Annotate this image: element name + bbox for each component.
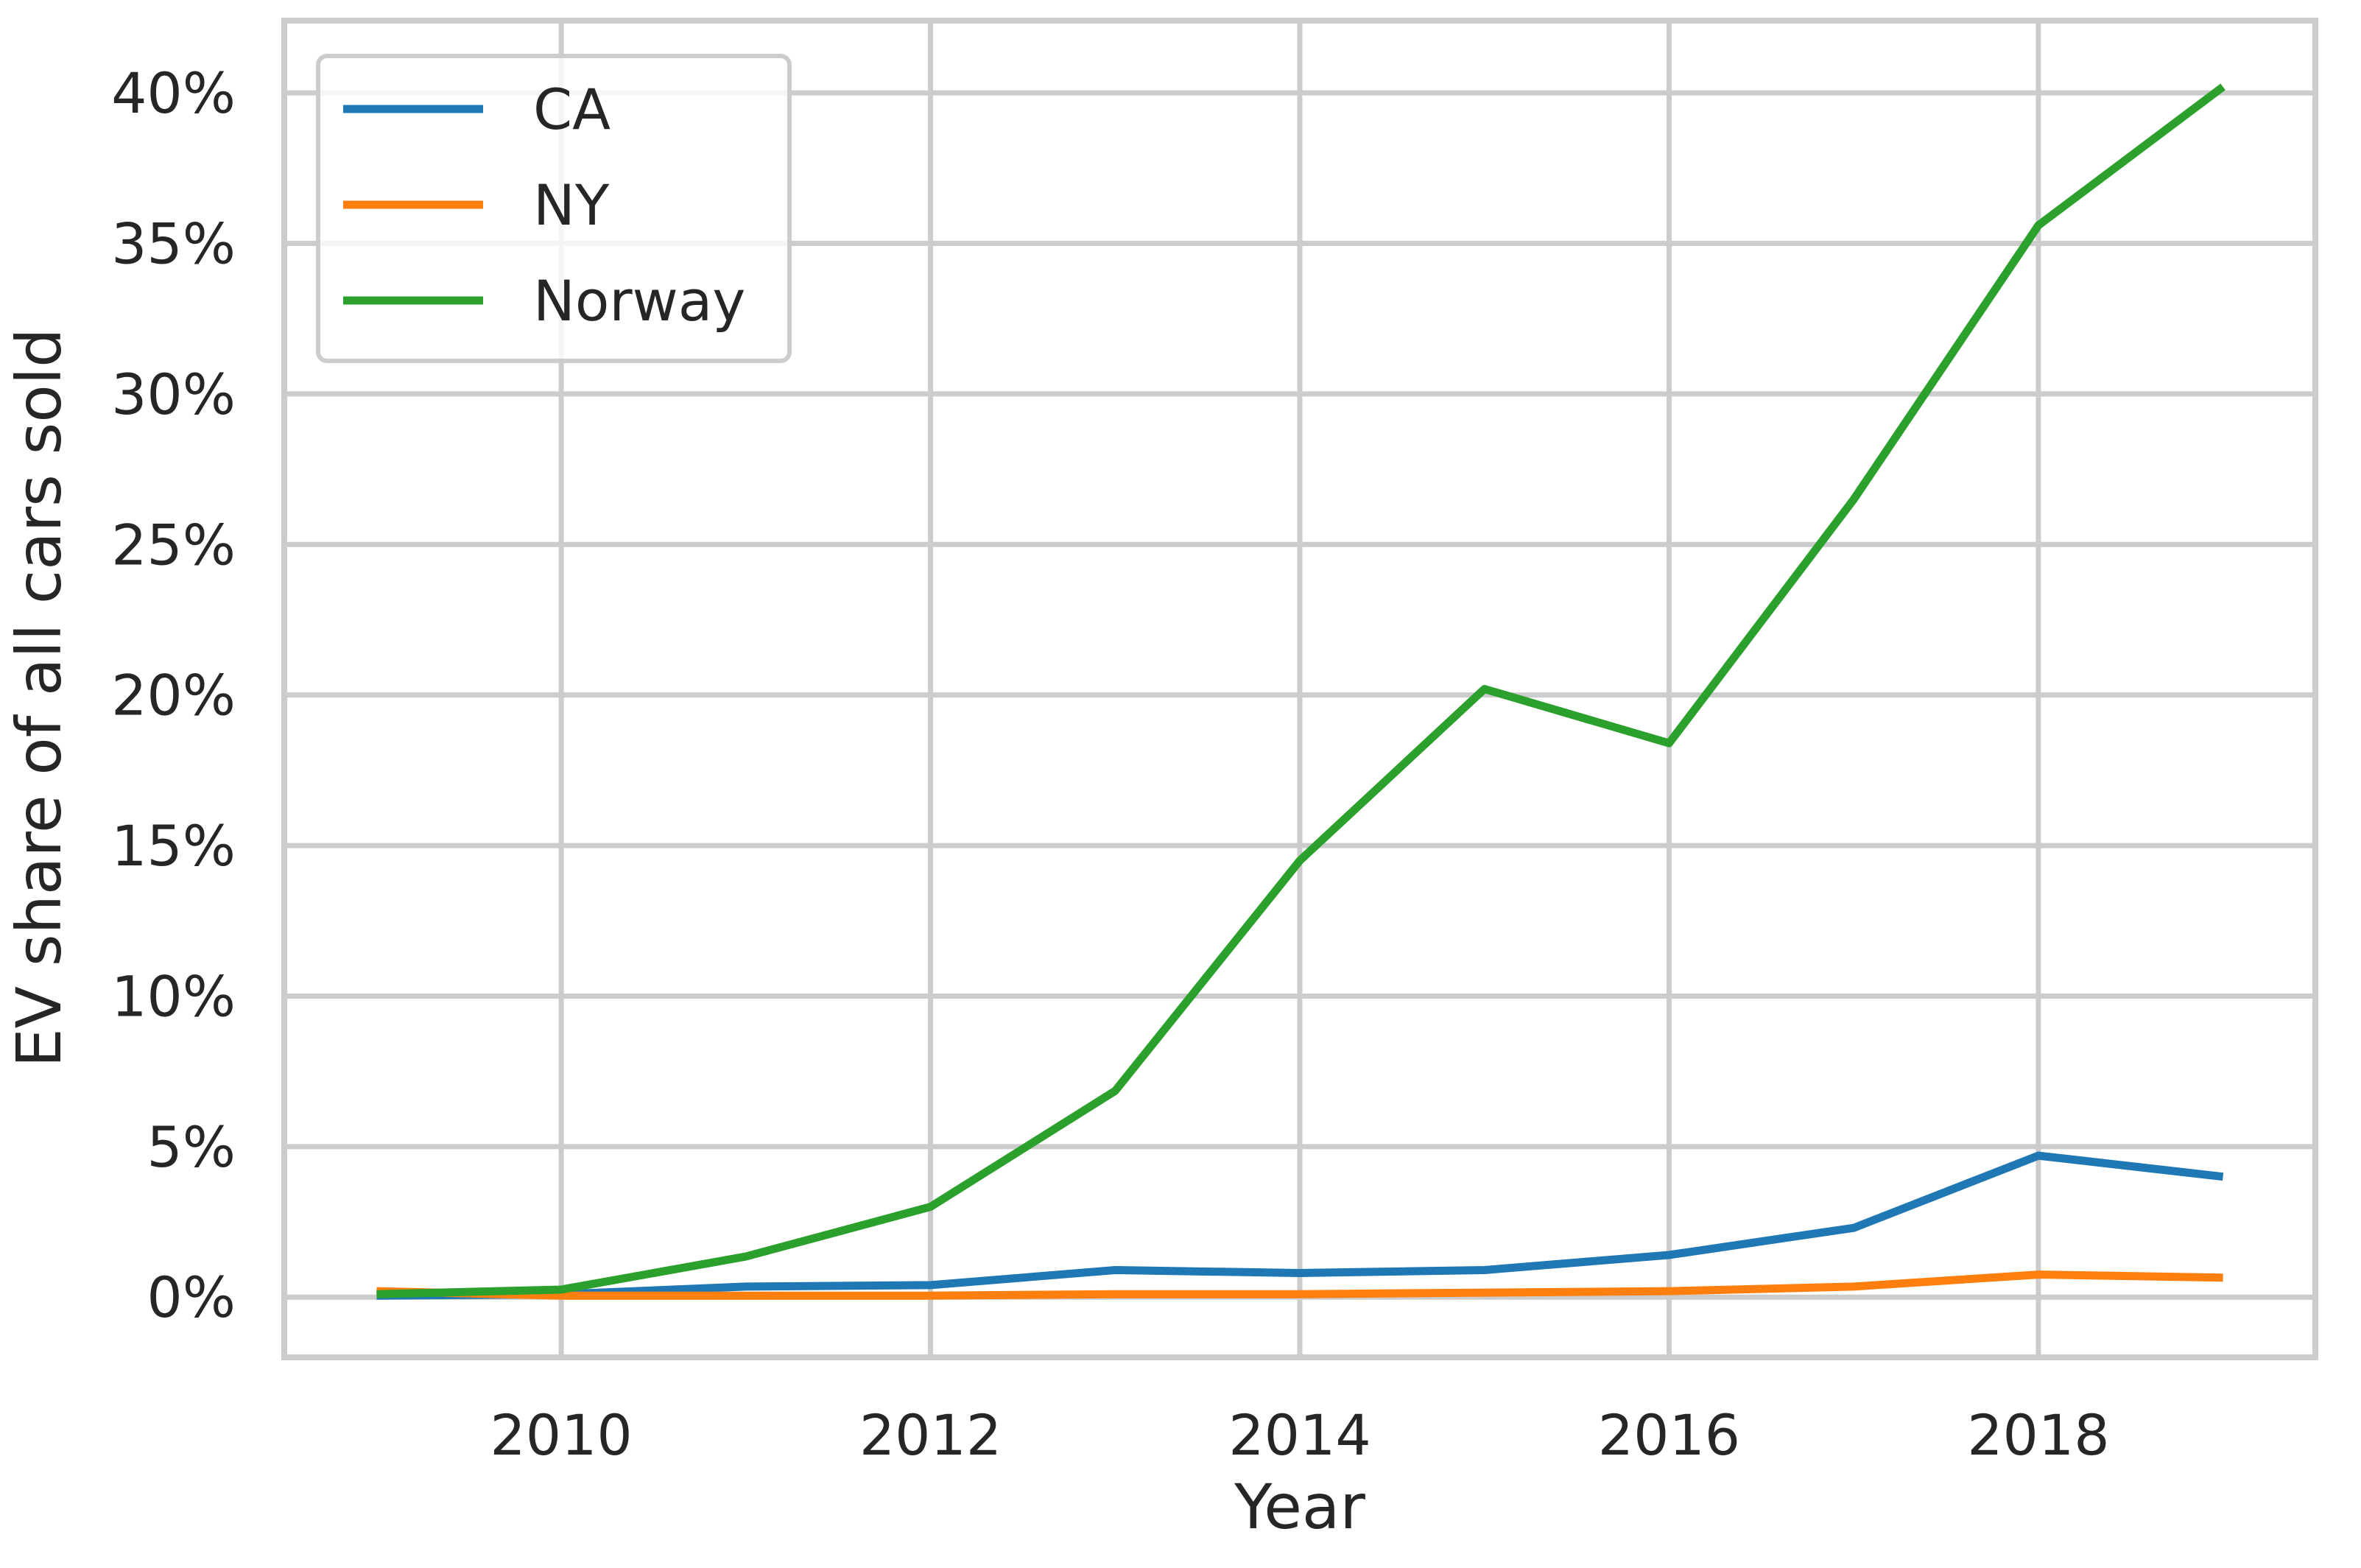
- y-tick-label: 15%: [111, 813, 236, 879]
- x-tick-label: 2018: [1967, 1402, 2109, 1468]
- y-axis-ticks: 0% 5% 10% 15% 20% 25% 30% 35% 40%: [111, 60, 236, 1330]
- x-tick-label: 2014: [1228, 1402, 1370, 1468]
- legend-label: CA: [533, 77, 611, 142]
- series-lines: [376, 83, 2225, 1300]
- x-tick-label: 2010: [490, 1402, 632, 1468]
- y-tick-label: 40%: [111, 60, 236, 126]
- y-tick-label: 25%: [111, 512, 236, 577]
- y-tick-label: 0%: [147, 1265, 236, 1330]
- y-tick-label: 30%: [111, 362, 236, 427]
- legend: CA NY Norway: [316, 54, 792, 363]
- legend-label: Norway: [533, 268, 745, 334]
- series-line-ny: [376, 1270, 2223, 1300]
- x-tick-label: 2016: [1598, 1402, 1740, 1468]
- legend-label: NY: [533, 172, 610, 238]
- y-axis-title: EV share of all cars sold: [3, 328, 75, 1068]
- y-tick-label: 10%: [111, 963, 236, 1029]
- series-line-norway: [376, 83, 2225, 1298]
- y-tick-label: 35%: [111, 211, 236, 277]
- x-axis-title: Year: [1234, 1471, 1365, 1543]
- plot-frame: [281, 18, 2318, 1360]
- x-axis-ticks: 2010 2012 2014 2016 2018: [490, 1402, 2109, 1468]
- legend-box: [316, 54, 792, 363]
- series-line-ca: [376, 1151, 2224, 1300]
- y-tick-label: 20%: [111, 663, 236, 728]
- x-tick-label: 2012: [859, 1402, 1002, 1468]
- y-tick-label: 5%: [147, 1114, 236, 1180]
